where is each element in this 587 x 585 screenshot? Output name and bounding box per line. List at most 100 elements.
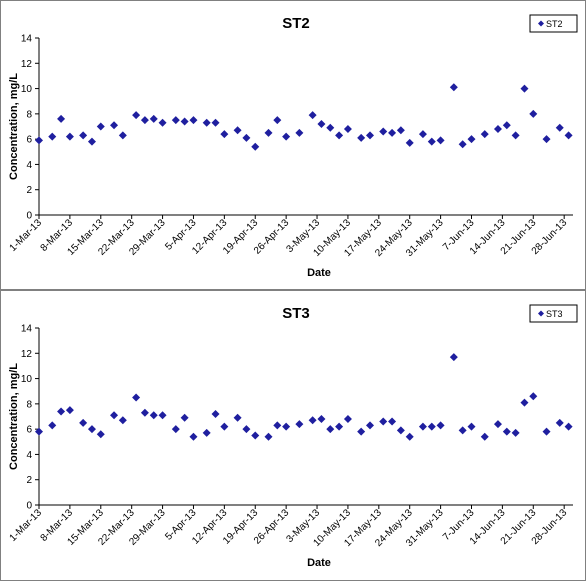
y-tick-label: 0 <box>26 501 32 512</box>
data-point <box>365 131 374 140</box>
data-point <box>220 130 229 139</box>
data-point <box>379 127 388 136</box>
legend-box <box>529 304 578 323</box>
data-point <box>326 123 335 132</box>
data-point <box>65 406 74 415</box>
data-point <box>273 116 282 125</box>
data-point <box>87 137 96 146</box>
data-point <box>427 422 436 431</box>
data-point <box>564 131 573 140</box>
data-point <box>343 125 352 134</box>
y-tick-label: 4 <box>26 160 32 171</box>
data-point <box>251 142 260 151</box>
data-point <box>308 416 317 425</box>
y-tick-label: 10 <box>21 374 33 385</box>
data-point <box>149 114 158 123</box>
y-tick-label: 6 <box>26 425 32 436</box>
legend: ST3 <box>529 304 578 323</box>
y-tick-label: 12 <box>21 349 33 360</box>
legend-box <box>529 14 578 33</box>
data-point <box>202 118 211 127</box>
data-point <box>273 421 282 430</box>
data-point <box>132 393 141 402</box>
x-tick-label: 1-Mar-13 <box>8 507 45 544</box>
data-point <box>110 411 119 420</box>
y-tick-label: 6 <box>26 135 32 146</box>
data-point <box>295 128 304 137</box>
legend-label: ST3 <box>546 309 563 319</box>
data-point <box>264 432 273 441</box>
data-point <box>220 422 229 431</box>
data-point <box>110 121 119 130</box>
data-point <box>282 422 291 431</box>
data-point <box>171 116 180 125</box>
data-point <box>418 422 427 431</box>
data-point <box>427 137 436 146</box>
y-axis-title: Concentration, mg/L <box>8 363 20 470</box>
data-point <box>520 398 529 407</box>
data-point <box>48 132 57 141</box>
data-point <box>158 411 167 420</box>
data-point <box>467 135 476 144</box>
data-point <box>555 418 564 427</box>
y-tick-label: 2 <box>26 185 32 196</box>
data-point <box>379 417 388 426</box>
data-point <box>211 409 220 418</box>
data-point <box>57 114 66 123</box>
data-point <box>35 427 43 436</box>
data-point <box>405 138 414 147</box>
y-tick-label: 14 <box>21 324 33 335</box>
data-point <box>132 111 141 120</box>
x-tick-label: 1-Mar-13 <box>8 217 45 254</box>
chart-st3: ST3024681012141-Mar-138-Mar-1315-Mar-132… <box>8 304 578 569</box>
x-axis-title: Date <box>307 267 331 279</box>
data-point <box>149 411 158 420</box>
data-point <box>511 131 520 140</box>
y-tick-label: 0 <box>26 211 32 222</box>
data-point <box>529 392 538 401</box>
data-point <box>308 111 317 120</box>
data-point <box>171 425 180 434</box>
data-point <box>79 131 88 140</box>
data-point <box>357 133 366 142</box>
data-point <box>388 417 397 426</box>
data-point <box>317 119 326 128</box>
data-point <box>542 427 551 436</box>
data-point <box>118 131 127 140</box>
x-axis-title: Date <box>307 557 331 569</box>
legend-label: ST2 <box>546 19 563 29</box>
data-point <box>233 413 242 422</box>
data-point <box>405 432 414 441</box>
data-point <box>480 432 489 441</box>
data-point <box>480 130 489 139</box>
data-point <box>458 140 467 149</box>
data-point <box>189 432 198 441</box>
data-point <box>418 130 427 139</box>
data-point <box>493 125 502 134</box>
data-point <box>449 353 458 362</box>
data-point <box>242 133 251 142</box>
data-point <box>57 407 66 416</box>
legend-marker <box>538 310 544 317</box>
data-point <box>436 421 445 430</box>
data-point <box>140 116 149 125</box>
data-point <box>202 428 211 437</box>
data-point <box>211 118 220 127</box>
data-point <box>180 413 189 422</box>
data-point <box>79 418 88 427</box>
data-point <box>555 123 564 132</box>
data-point <box>189 116 198 125</box>
data-point <box>365 421 374 430</box>
y-tick-label: 8 <box>26 399 32 410</box>
data-point <box>458 426 467 435</box>
data-point <box>335 422 344 431</box>
data-point <box>35 136 43 145</box>
data-point <box>317 415 326 424</box>
y-tick-label: 8 <box>26 109 32 120</box>
data-point <box>158 118 167 127</box>
chart-st2: ST2024681012141-Mar-138-Mar-1315-Mar-132… <box>8 14 578 279</box>
data-point <box>335 131 344 140</box>
legend: ST2 <box>529 14 578 33</box>
data-point <box>436 136 445 145</box>
y-axis-title: Concentration, mg/L <box>8 73 20 180</box>
